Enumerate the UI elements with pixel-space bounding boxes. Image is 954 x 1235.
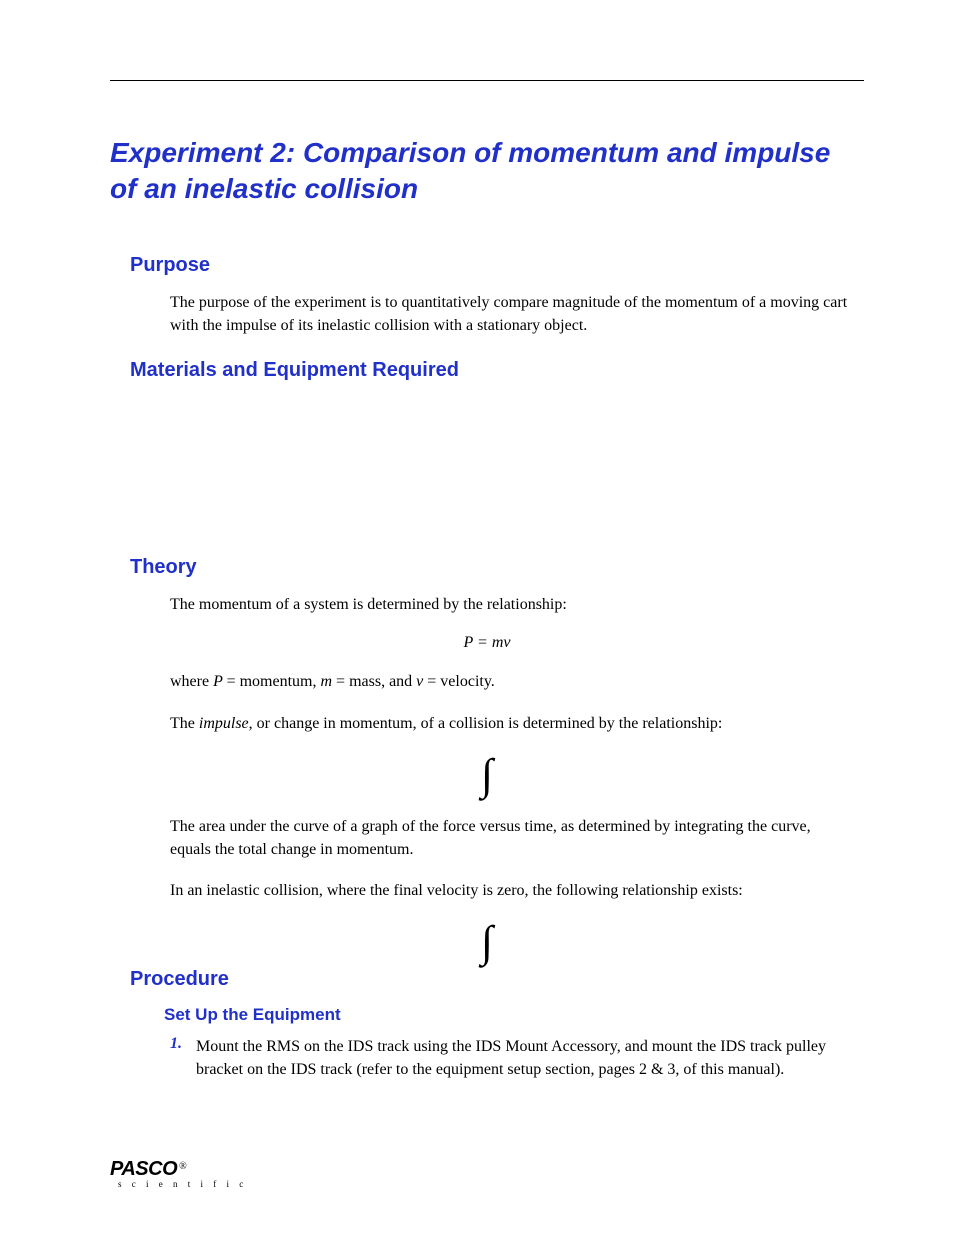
- logo-main-text: PASCO: [110, 1158, 177, 1181]
- logo-registered-icon: ®: [179, 1161, 187, 1172]
- page-container: Experiment 2: Comparison of momentum and…: [0, 0, 954, 1156]
- footer-logo: PASCO® s c i e n t i f i c: [110, 1158, 247, 1189]
- theory-integral-1: ∫: [110, 753, 864, 797]
- section-heading-procedure: Procedure: [130, 968, 864, 991]
- theory-p3: The impulse, or change in momentum, of a…: [170, 712, 854, 735]
- theory-p3-a: The: [170, 715, 199, 732]
- theory-p2-var-m: m: [320, 673, 332, 690]
- theory-p1: The momentum of a system is determined b…: [170, 593, 854, 616]
- sub-heading-setup: Set Up the Equipment: [164, 1005, 864, 1025]
- section-heading-materials: Materials and Equipment Required: [130, 359, 864, 382]
- logo-sub-text: s c i e n t i f i c: [118, 1179, 247, 1189]
- theory-p2-eq2: = mass, and: [332, 673, 416, 690]
- purpose-body: The purpose of the experiment is to quan…: [170, 291, 854, 337]
- top-horizontal-rule: [110, 80, 864, 81]
- experiment-title: Experiment 2: Comparison of momentum and…: [110, 135, 864, 208]
- section-heading-theory: Theory: [130, 556, 864, 579]
- procedure-step-1-body: Mount the RMS on the IDS track using the…: [196, 1035, 854, 1081]
- theory-p2-prefix: where: [170, 673, 213, 690]
- theory-p4: The area under the curve of a graph of t…: [170, 815, 854, 861]
- section-heading-purpose: Purpose: [130, 254, 864, 277]
- theory-p2-var-p: P: [213, 673, 226, 690]
- theory-p2: where P = momentum, m = mass, and v = ve…: [170, 670, 854, 693]
- theory-p3-impulse: impulse: [199, 715, 249, 732]
- theory-integral-2: ∫: [110, 920, 864, 964]
- theory-p2-eq3: = velocity.: [423, 673, 495, 690]
- materials-empty-area: [110, 396, 864, 556]
- procedure-step-1: 1. Mount the RMS on the IDS track using …: [170, 1035, 854, 1081]
- theory-p2-eq1: = momentum,: [227, 673, 321, 690]
- theory-p5: In an inelastic collision, where the fin…: [170, 879, 854, 902]
- procedure-step-1-number: 1.: [170, 1035, 196, 1081]
- theory-formula-momentum: P = mv: [110, 634, 864, 652]
- theory-p3-c: , or change in momentum, of a collision …: [249, 715, 723, 732]
